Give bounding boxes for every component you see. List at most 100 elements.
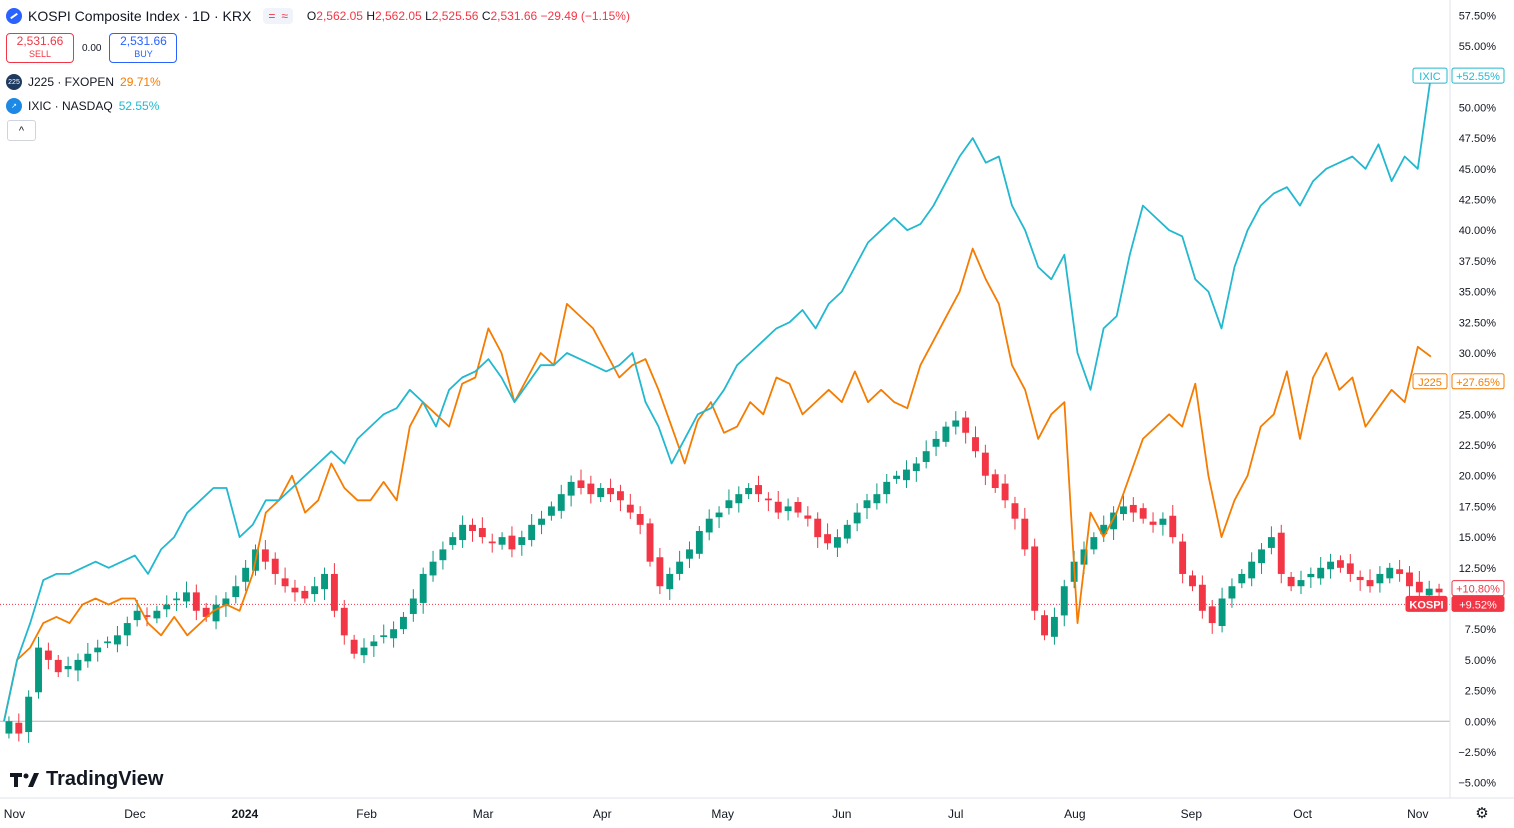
candle-body — [232, 586, 240, 598]
candle-body — [912, 463, 920, 472]
candle-body — [350, 639, 358, 654]
candle-body — [94, 647, 102, 653]
candle-body — [518, 537, 526, 545]
y-tick-label: −5.00% — [1458, 778, 1496, 790]
compare-ixic[interactable]: ↗ IXIC · NASDAQ 52.55% — [6, 97, 159, 115]
y-tick-label: 7.50% — [1465, 624, 1496, 636]
x-tick-label: Feb — [356, 807, 377, 821]
candle-body — [1159, 518, 1167, 525]
y-tick-label: 50.00% — [1459, 102, 1497, 114]
price-tag-value: +52.55% — [1456, 71, 1500, 83]
candle-body — [981, 452, 989, 476]
buy-button[interactable]: 2,531.66 BUY — [109, 33, 178, 63]
candle-body — [863, 500, 871, 509]
collapse-legend-button[interactable]: ^ — [7, 120, 36, 141]
candle-body — [478, 528, 486, 538]
candle-body — [1346, 563, 1354, 574]
wave-icon[interactable]: ≈ — [281, 9, 288, 23]
spread-value: 0.00 — [82, 42, 102, 54]
candle-body — [1238, 573, 1246, 584]
candle-body — [1080, 549, 1088, 565]
compare-label: IXIC · NASDAQ — [28, 99, 113, 113]
candle-body — [133, 610, 141, 621]
price-tag-name: KOSPI — [1409, 599, 1443, 611]
candle-body — [853, 512, 861, 524]
candle-body — [745, 488, 753, 495]
candle-body — [932, 438, 940, 447]
candle-body — [1327, 561, 1335, 570]
x-tick-label: Jun — [832, 807, 851, 821]
x-tick-label: Nov — [1407, 807, 1428, 821]
indicator-pill[interactable]: = ≈ — [263, 8, 293, 24]
candle-body — [1287, 576, 1295, 587]
y-tick-label: −2.50% — [1458, 747, 1496, 759]
j225-line — [3, 247, 1432, 722]
candle-body — [922, 451, 930, 462]
price-tag-value: +9.52% — [1459, 599, 1497, 611]
symbol-title[interactable]: KOSPI Composite Index · 1D · KRX — [28, 8, 252, 24]
candle-body — [626, 504, 634, 513]
candle-body — [646, 523, 654, 562]
candle-body — [607, 488, 615, 495]
candle-body — [25, 696, 33, 733]
candle-body — [390, 629, 398, 639]
price-tag-name-box — [1405, 595, 1448, 612]
compare-label: J225 · FXOPEN — [28, 75, 115, 89]
candle-body — [64, 666, 72, 670]
candle-body — [715, 512, 723, 518]
candle-body — [1090, 537, 1098, 550]
price-tag-name-box — [1412, 373, 1448, 390]
sell-button[interactable]: 2,531.66 SELL — [6, 33, 74, 63]
candle-body — [183, 592, 190, 602]
y-tick-label: 40.00% — [1459, 225, 1497, 237]
change-value: −29.49 (−1.15%) — [540, 9, 630, 23]
candle-body — [1336, 560, 1344, 568]
candle-body — [1129, 504, 1137, 513]
x-tick-label: Dec — [124, 807, 145, 821]
candle-body — [261, 549, 269, 562]
y-tick-label: 17.50% — [1459, 501, 1497, 513]
candle-body — [755, 485, 762, 495]
candle-body — [5, 721, 13, 734]
candle-body — [449, 537, 457, 545]
candle-body — [764, 498, 772, 501]
candle-body — [1041, 615, 1048, 636]
price-tag-name: J225 — [1418, 377, 1442, 389]
candle-body — [1031, 546, 1039, 611]
tv-logo-icon — [10, 772, 39, 787]
price-tag-box — [1451, 595, 1505, 612]
candle-body — [695, 530, 703, 554]
equals-icon[interactable]: = — [268, 9, 276, 23]
candle-body — [1179, 541, 1187, 574]
candle-body — [538, 518, 545, 525]
candle-body — [488, 541, 496, 544]
candle-body — [163, 604, 171, 610]
candle-body — [222, 598, 230, 607]
candle-body — [1100, 524, 1108, 535]
symbol-legend: KOSPI Composite Index · 1D · KRX = ≈ O2,… — [6, 6, 630, 26]
x-tick-label: May — [711, 807, 734, 821]
gear-icon[interactable]: ⚙ — [1475, 805, 1489, 822]
candle-body — [1120, 506, 1127, 515]
candle-body — [35, 647, 42, 693]
candle-body — [1307, 573, 1315, 578]
candle-body — [104, 641, 112, 644]
y-tick-label: 5.00% — [1465, 655, 1496, 667]
candle-body — [1208, 606, 1216, 624]
compare-j225[interactable]: 225 J225 · FXOPEN 29.71% — [6, 73, 161, 91]
candle-body — [1189, 575, 1196, 587]
ixic-icon: ↗ — [6, 98, 22, 114]
price-tag-box — [1451, 67, 1505, 84]
candle-body — [173, 598, 181, 601]
candle-body — [84, 653, 92, 662]
candle-body — [1396, 569, 1404, 574]
x-tick-label: Mar — [473, 807, 494, 821]
candle-body — [54, 659, 62, 673]
candle-body — [843, 524, 851, 539]
candle-body — [429, 561, 437, 576]
compare-value: 52.55% — [118, 99, 160, 113]
compare-value: 29.71% — [120, 75, 161, 89]
candle-body — [814, 518, 822, 538]
candle-body — [1248, 561, 1256, 579]
